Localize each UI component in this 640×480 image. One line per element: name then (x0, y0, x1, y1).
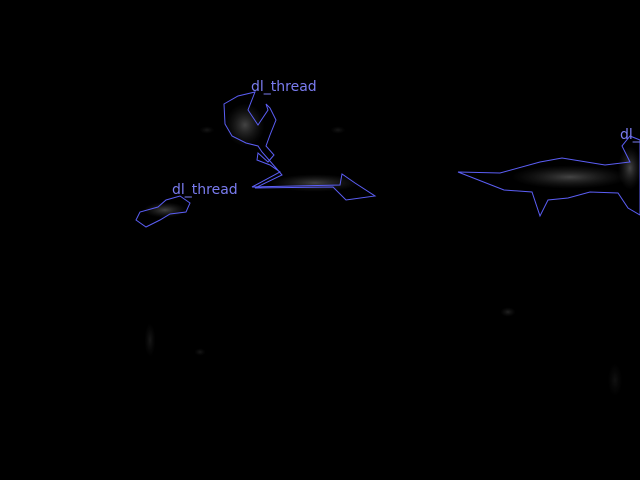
annotation-polygon-2: dl_thread (135, 182, 238, 228)
haze-regions (143, 103, 640, 398)
annotation-label-1: dl_thread (251, 79, 317, 95)
annotation-label-2: dl_thread (172, 182, 238, 198)
annotation-polygon-3: dl_thread (457, 127, 640, 218)
annotation-label-3: dl_thread (620, 127, 640, 143)
annotation-polygon-1: dl_thread (223, 79, 377, 201)
